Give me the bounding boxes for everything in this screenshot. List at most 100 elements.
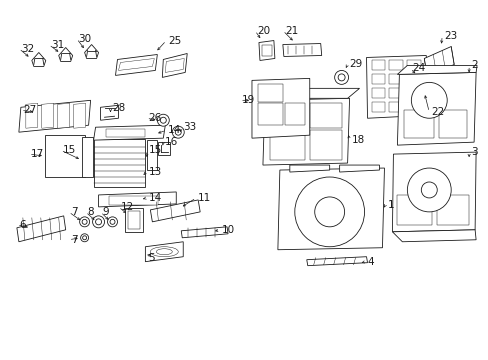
Polygon shape bbox=[366, 55, 427, 118]
Polygon shape bbox=[17, 216, 65, 242]
Text: 30: 30 bbox=[79, 33, 92, 44]
Text: 33: 33 bbox=[183, 122, 196, 132]
Bar bbox=[105, 129, 145, 137]
Polygon shape bbox=[392, 152, 475, 232]
Bar bbox=[436, 195, 468, 225]
Text: 29: 29 bbox=[349, 59, 362, 69]
Polygon shape bbox=[19, 100, 90, 132]
Polygon shape bbox=[306, 257, 367, 266]
Bar bbox=[269, 103, 304, 128]
Circle shape bbox=[334, 71, 348, 84]
Polygon shape bbox=[181, 227, 227, 238]
Text: 15: 15 bbox=[148, 145, 162, 155]
Text: 13: 13 bbox=[148, 167, 162, 177]
Bar bbox=[45, 135, 84, 177]
Bar bbox=[371, 60, 385, 71]
Text: 21: 21 bbox=[285, 26, 298, 36]
Polygon shape bbox=[339, 165, 379, 172]
Text: 27: 27 bbox=[23, 105, 36, 115]
Bar bbox=[158, 142, 170, 155]
Bar bbox=[438, 110, 466, 138]
Polygon shape bbox=[397, 72, 475, 145]
Text: 5: 5 bbox=[148, 253, 155, 263]
Text: 16: 16 bbox=[165, 137, 178, 147]
Bar bbox=[404, 110, 433, 138]
Text: 15: 15 bbox=[62, 145, 76, 155]
Text: 22: 22 bbox=[430, 107, 444, 117]
Bar bbox=[269, 130, 304, 160]
Polygon shape bbox=[405, 72, 436, 90]
Text: 23: 23 bbox=[443, 31, 457, 41]
Circle shape bbox=[80, 217, 89, 227]
Polygon shape bbox=[93, 125, 165, 140]
Circle shape bbox=[410, 82, 447, 118]
Text: 4: 4 bbox=[367, 257, 373, 267]
Polygon shape bbox=[58, 103, 69, 128]
Text: 28: 28 bbox=[112, 103, 125, 113]
Text: 6: 6 bbox=[19, 220, 25, 230]
Text: 10: 10 bbox=[222, 225, 235, 235]
Circle shape bbox=[160, 117, 166, 123]
Bar bbox=[371, 88, 385, 98]
Polygon shape bbox=[101, 105, 118, 120]
Bar bbox=[258, 103, 282, 125]
Polygon shape bbox=[145, 242, 183, 262]
Text: 7: 7 bbox=[71, 207, 77, 217]
Circle shape bbox=[82, 236, 86, 240]
Polygon shape bbox=[289, 165, 329, 172]
Polygon shape bbox=[150, 200, 200, 222]
Circle shape bbox=[421, 182, 436, 198]
Polygon shape bbox=[84, 45, 99, 58]
Text: 31: 31 bbox=[51, 40, 64, 50]
Polygon shape bbox=[263, 88, 359, 98]
Text: 11: 11 bbox=[198, 193, 211, 203]
Polygon shape bbox=[74, 103, 85, 128]
Text: 12: 12 bbox=[120, 202, 133, 212]
Polygon shape bbox=[259, 41, 274, 60]
Text: 26: 26 bbox=[148, 113, 162, 123]
Circle shape bbox=[92, 216, 104, 228]
Bar bbox=[407, 88, 421, 98]
Polygon shape bbox=[424, 46, 453, 77]
Circle shape bbox=[157, 114, 169, 126]
Polygon shape bbox=[277, 168, 384, 250]
Text: 9: 9 bbox=[102, 207, 109, 217]
Bar bbox=[388, 102, 403, 112]
Bar bbox=[407, 60, 421, 71]
Circle shape bbox=[407, 168, 450, 212]
Circle shape bbox=[172, 126, 184, 138]
Text: 1: 1 bbox=[386, 200, 393, 210]
Polygon shape bbox=[165, 58, 184, 72]
Text: 20: 20 bbox=[256, 26, 269, 36]
Bar bbox=[125, 208, 143, 232]
Bar bbox=[81, 137, 92, 177]
Bar bbox=[309, 130, 341, 160]
Bar bbox=[397, 195, 431, 225]
Polygon shape bbox=[26, 103, 38, 128]
Bar bbox=[388, 75, 403, 84]
Bar bbox=[128, 211, 140, 229]
Text: 3: 3 bbox=[470, 147, 477, 157]
Text: 7: 7 bbox=[71, 235, 77, 245]
Polygon shape bbox=[99, 192, 176, 207]
Text: 18: 18 bbox=[351, 135, 364, 145]
Text: 14: 14 bbox=[168, 125, 181, 135]
Polygon shape bbox=[162, 54, 187, 77]
Bar bbox=[388, 88, 403, 98]
Polygon shape bbox=[397, 66, 476, 75]
Circle shape bbox=[82, 219, 87, 224]
Polygon shape bbox=[263, 98, 349, 165]
Text: 17: 17 bbox=[31, 149, 44, 159]
Text: 8: 8 bbox=[87, 207, 94, 217]
Bar bbox=[407, 75, 421, 84]
Bar bbox=[371, 75, 385, 84]
Bar bbox=[258, 84, 282, 102]
Text: 25: 25 bbox=[168, 36, 181, 46]
Polygon shape bbox=[118, 58, 154, 71]
Text: 19: 19 bbox=[242, 95, 255, 105]
Bar bbox=[407, 102, 421, 112]
Bar bbox=[147, 140, 157, 170]
Polygon shape bbox=[115, 54, 157, 75]
Bar bbox=[262, 45, 271, 57]
Text: 24: 24 bbox=[411, 63, 425, 73]
